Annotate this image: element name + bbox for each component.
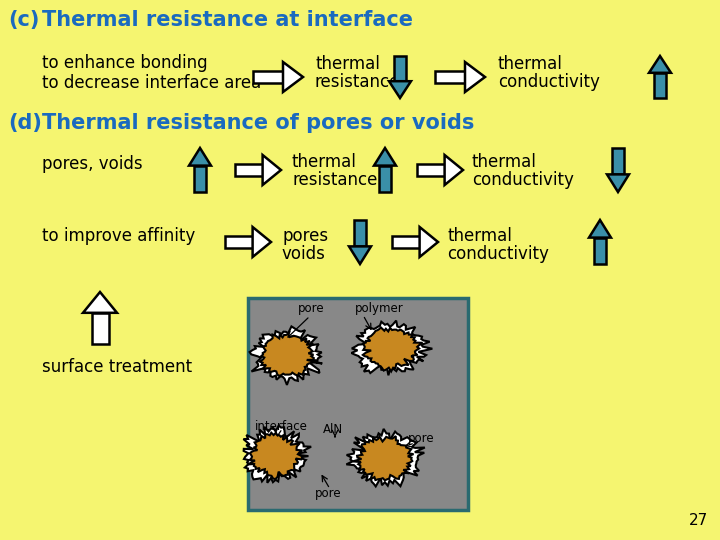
Polygon shape xyxy=(253,71,283,83)
Text: (d): (d) xyxy=(8,113,42,133)
Polygon shape xyxy=(607,174,629,192)
Text: thermal: thermal xyxy=(472,153,537,171)
Text: pores, voids: pores, voids xyxy=(42,155,143,173)
Polygon shape xyxy=(589,220,611,238)
Text: pore: pore xyxy=(315,487,341,500)
Text: thermal: thermal xyxy=(447,227,512,245)
Text: thermal: thermal xyxy=(498,55,563,73)
Text: Thermal resistance of pores or voids: Thermal resistance of pores or voids xyxy=(42,113,474,133)
Text: voids: voids xyxy=(282,245,326,263)
Polygon shape xyxy=(353,436,413,480)
Polygon shape xyxy=(354,220,366,246)
Text: Thermal resistance at interface: Thermal resistance at interface xyxy=(42,10,413,30)
Polygon shape xyxy=(189,148,211,166)
Text: conductivity: conductivity xyxy=(498,73,600,91)
Polygon shape xyxy=(194,166,206,192)
Polygon shape xyxy=(395,56,406,81)
Text: 27: 27 xyxy=(689,513,708,528)
Text: thermal: thermal xyxy=(292,153,357,171)
Polygon shape xyxy=(263,155,281,185)
Polygon shape xyxy=(250,326,323,385)
Polygon shape xyxy=(612,148,624,174)
Text: conductivity: conductivity xyxy=(447,245,549,263)
Text: resistance: resistance xyxy=(292,171,377,189)
Text: pores: pores xyxy=(282,227,328,245)
Polygon shape xyxy=(363,327,423,372)
Polygon shape xyxy=(654,73,666,98)
Text: interface: interface xyxy=(255,420,308,433)
Text: polymer: polymer xyxy=(355,302,404,315)
Polygon shape xyxy=(435,71,465,83)
Text: resistance: resistance xyxy=(315,73,400,91)
Polygon shape xyxy=(225,235,253,248)
Text: AlN: AlN xyxy=(323,423,343,436)
Polygon shape xyxy=(235,164,263,176)
Polygon shape xyxy=(379,166,391,192)
Polygon shape xyxy=(253,227,271,257)
Polygon shape xyxy=(445,155,463,185)
Text: pore: pore xyxy=(298,302,325,315)
Polygon shape xyxy=(349,246,371,264)
Text: surface treatment: surface treatment xyxy=(42,358,192,376)
Text: to improve affinity: to improve affinity xyxy=(42,227,195,245)
Polygon shape xyxy=(374,148,396,166)
FancyBboxPatch shape xyxy=(248,298,468,510)
Polygon shape xyxy=(649,56,671,73)
Polygon shape xyxy=(260,334,314,376)
Polygon shape xyxy=(420,227,438,257)
Polygon shape xyxy=(83,292,117,313)
Polygon shape xyxy=(389,81,411,98)
Polygon shape xyxy=(243,426,311,483)
Polygon shape xyxy=(465,62,485,92)
Text: thermal: thermal xyxy=(315,55,380,73)
Polygon shape xyxy=(91,313,109,344)
Polygon shape xyxy=(594,238,606,264)
Text: (c): (c) xyxy=(8,10,40,30)
Polygon shape xyxy=(417,164,445,176)
Polygon shape xyxy=(283,62,303,92)
Text: pore: pore xyxy=(408,432,435,445)
Polygon shape xyxy=(346,429,425,487)
Text: to decrease interface area: to decrease interface area xyxy=(42,74,261,92)
Text: conductivity: conductivity xyxy=(472,171,574,189)
Polygon shape xyxy=(392,235,420,248)
Polygon shape xyxy=(248,433,302,479)
Text: to enhance bonding: to enhance bonding xyxy=(42,54,207,72)
Polygon shape xyxy=(351,321,432,375)
